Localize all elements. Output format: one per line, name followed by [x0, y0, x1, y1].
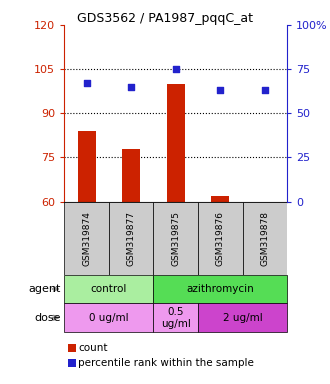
Text: GSM319875: GSM319875 — [171, 210, 180, 266]
Text: 2 ug/ml: 2 ug/ml — [223, 313, 262, 323]
Bar — [64, 202, 109, 275]
Text: 0 ug/ml: 0 ug/ml — [89, 313, 129, 323]
Bar — [78, 131, 96, 202]
Bar — [109, 202, 153, 275]
Bar — [64, 303, 153, 332]
Point — [262, 87, 268, 93]
Point — [84, 80, 89, 86]
Text: GSM319876: GSM319876 — [216, 210, 225, 266]
Bar — [243, 202, 287, 275]
Bar — [122, 149, 140, 202]
Bar — [153, 303, 198, 332]
Bar — [153, 275, 287, 303]
Text: GSM319874: GSM319874 — [82, 211, 91, 265]
Bar — [167, 84, 185, 202]
Bar — [64, 275, 153, 303]
Bar — [153, 202, 198, 275]
Text: dose: dose — [35, 313, 61, 323]
Bar — [198, 303, 287, 332]
Bar — [212, 196, 229, 202]
Text: count: count — [78, 343, 108, 353]
Bar — [198, 202, 243, 275]
Text: GSM319877: GSM319877 — [127, 210, 136, 266]
Text: azithromycin: azithromycin — [186, 284, 254, 294]
Text: agent: agent — [29, 284, 61, 294]
Text: control: control — [91, 284, 127, 294]
Text: GDS3562 / PA1987_pqqC_at: GDS3562 / PA1987_pqqC_at — [77, 12, 253, 25]
Text: GSM319878: GSM319878 — [260, 210, 269, 266]
Text: 0.5
ug/ml: 0.5 ug/ml — [161, 307, 191, 329]
Text: percentile rank within the sample: percentile rank within the sample — [78, 358, 254, 368]
Point — [173, 66, 179, 72]
Point — [218, 87, 223, 93]
Point — [129, 84, 134, 90]
